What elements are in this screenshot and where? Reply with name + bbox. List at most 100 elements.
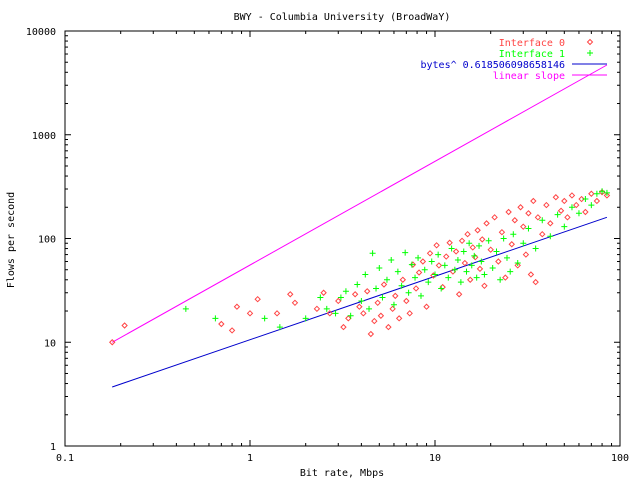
data-point-diamond [228,327,236,334]
data-point-diamond [385,323,392,331]
data-point-diamond [389,305,396,313]
data-point-plus [390,301,397,308]
data-point-plus [398,282,405,289]
data-point-plus [497,276,504,283]
data-point-diamond [539,230,546,238]
data-point-plus [547,233,554,240]
y-tick-label: 1000 [32,131,56,142]
data-point-plus [514,260,521,267]
data-point-diamond [415,269,423,276]
data-point-plus [383,276,390,283]
data-point-diamond [491,214,498,221]
data-point-diamond [472,254,479,261]
data-point-plus [489,264,496,271]
data-point-diamond [547,220,554,227]
data-point-plus [463,268,470,275]
data-point-diamond [487,246,494,253]
data-point-diamond [455,291,463,298]
data-point-plus [481,271,488,278]
data-point-plus [510,231,517,238]
data-point-diamond [479,236,486,243]
data-point-plus [468,262,475,269]
data-point-diamond [467,276,474,283]
data-point-diamond [435,262,443,269]
data-point-plus [457,279,464,286]
data-point-plus [520,240,527,247]
data-point-diamond [443,253,450,260]
data-point-plus [445,274,452,281]
data-point-diamond [351,291,359,298]
data-point-diamond [578,195,585,203]
data-point-plus [593,190,600,197]
data-point-diamond [340,323,347,331]
data-point-diamond [458,237,466,245]
data-point-plus [485,237,492,244]
data-point-plus [182,305,189,312]
data-point-diamond [514,262,521,269]
data-point-plus [412,274,419,281]
y-tick-label: 100 [38,235,56,246]
data-point-diamond [530,197,537,205]
data-point-diamond [313,305,321,313]
data-point-plus [417,292,424,299]
x-tick-label: 10 [429,453,441,464]
data-point-diamond [377,312,385,319]
data-point-diamond [568,192,576,199]
data-point-plus [441,262,448,269]
data-point-plus [362,271,369,278]
data-point-diamond [520,223,527,230]
y-tick-label: 10000 [26,27,56,38]
data-point-plus [451,266,458,273]
y-axis-label: Flows per second [6,192,17,288]
data-point-diamond [461,259,469,267]
data-point-diamond [481,282,488,290]
data-point-plus [261,315,268,322]
data-point-plus [379,294,386,301]
data-point-diamond [121,322,128,329]
data-point-diamond [360,310,367,317]
data-point-plus [500,235,507,242]
data-point-plus [428,258,435,265]
data-point-plus [460,248,467,255]
data-point-diamond [573,201,580,209]
data-point-plus [358,297,365,304]
data-point-diamond [371,317,378,325]
data-point-diamond [433,242,440,249]
data-point-plus [332,310,339,317]
data-point-diamond [511,217,519,224]
data-point-diamond [356,303,363,310]
data-point-plus [302,315,309,322]
data-point-diamond [246,310,254,317]
data-point-plus [539,217,546,224]
data-point-diamond [557,207,565,214]
y-tick-label: 1 [50,442,56,453]
legend-label: linear slope [493,71,565,82]
data-point-plus [337,294,344,301]
data-point-diamond [367,330,375,338]
data-point-plus [473,274,480,281]
data-point-diamond [335,297,342,305]
data-point-diamond [273,310,281,317]
data-point-plus [415,254,422,261]
data-point-plus [347,312,354,319]
data-point-diamond [474,227,481,234]
legend-marker-diamond [586,38,594,46]
data-point-diamond [426,250,434,257]
data-point-diamond [498,228,506,236]
data-point-plus [354,281,361,288]
data-point-plus [471,252,478,259]
data-point-plus [212,315,219,322]
legend-marker-plus [587,50,593,56]
y-tick-label: 10 [44,338,56,349]
data-point-diamond [326,310,334,317]
data-point-plus [408,261,415,268]
data-point-diamond [345,315,352,322]
x-tick-label: 1 [247,453,253,464]
data-point-diamond [588,190,595,197]
data-point-plus [448,245,455,252]
data-point-diamond [287,291,294,298]
data-point-plus [405,289,412,296]
